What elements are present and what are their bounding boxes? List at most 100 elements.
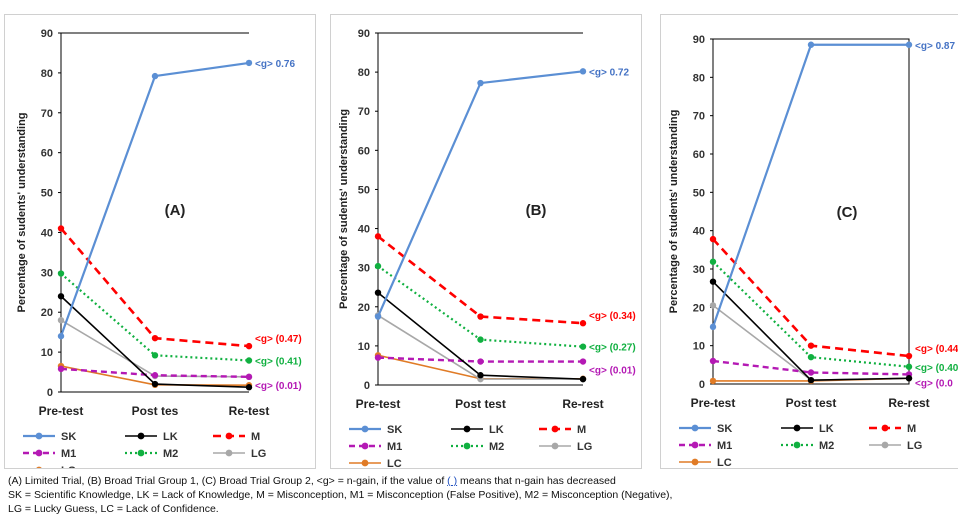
y-tick-label: 60: [358, 145, 370, 157]
data-point-lk: [905, 375, 913, 382]
chart-panel-a: 0 10 20 30 40 50 60 70 80 90 Percentage of sudents…: [4, 14, 316, 477]
gain-label-m2: <g> (0.27): [589, 343, 636, 354]
data-point-m2: [151, 352, 159, 359]
data-point-m2: [709, 258, 717, 265]
y-tick-label: 90: [358, 28, 370, 40]
legend-label-sk: SK: [61, 431, 76, 443]
legend-marker-m2: [137, 449, 145, 457]
legend-marker-m2: [793, 441, 801, 449]
gain-label-m2: <g> (0.40: [915, 363, 958, 374]
series-line-sk: [59, 61, 250, 337]
y-tick-label: 20: [693, 302, 705, 314]
legend-marker-m1: [691, 441, 699, 449]
caption-line-3: LG = Lucky Guess, LC = Lack of Confidenc…: [8, 503, 219, 515]
x-tick-label: Re-rest: [888, 396, 929, 410]
y-tick-label: 80: [693, 72, 705, 84]
series-line-sk: [711, 43, 909, 328]
data-point-sk: [807, 41, 815, 48]
series-line-m1: [712, 359, 910, 376]
legend-label-sk: SK: [717, 423, 732, 435]
data-point-sk: [374, 313, 382, 320]
series-line-m2: [712, 260, 910, 368]
chart-b-svg: 0 10 20 30 40 50 60 70 80 90 Percentage of sudents…: [338, 28, 636, 470]
legend-marker-lc: [35, 466, 43, 474]
legend-marker-m2: [463, 442, 471, 450]
data-point-m1: [57, 365, 65, 373]
legend-label-m2: M2: [489, 441, 504, 453]
chart-c-svg: 0 10 20 30 40 50 60 70 80 90 Percentage of student…: [668, 34, 958, 469]
data-point-m: [57, 225, 65, 232]
series-line-lg: [60, 319, 250, 378]
data-point-sk: [57, 332, 65, 340]
series-line-sk: [376, 70, 584, 317]
chart-a-svg: 0 10 20 30 40 50 60 70 80 90 Percentage of sudents…: [16, 28, 302, 477]
data-point-sk: [245, 59, 253, 67]
data-point-lk: [245, 384, 253, 391]
legend-marker-m: [225, 432, 233, 440]
data-point-lc: [709, 377, 717, 385]
y-tick-label: 40: [358, 224, 370, 236]
y-tick-label: 10: [41, 347, 53, 359]
data-point-m: [245, 342, 253, 350]
legend-marker-lc: [361, 459, 369, 467]
legend-label-m1: M1: [61, 448, 76, 460]
data-point-sk: [709, 323, 717, 331]
chart-panel-c: 0 10 20 30 40 50 60 70 80 90 Percentage of student…: [660, 14, 958, 469]
y-tick-label: 70: [358, 106, 370, 118]
data-point-m1: [477, 358, 484, 365]
legend-marker-sk: [35, 432, 43, 440]
y-tick-label: 30: [693, 264, 705, 276]
data-point-sk: [579, 68, 587, 75]
data-point-lk: [57, 293, 65, 300]
legend-label-lc: LC: [387, 458, 402, 468]
series-line-lk: [712, 281, 910, 381]
data-point-m: [374, 233, 382, 240]
legend-marker-lk: [793, 424, 801, 432]
legend-label-lg: LG: [251, 448, 266, 460]
y-tick-label: 90: [693, 34, 705, 46]
data-point-sk: [905, 41, 913, 48]
gain-label-sk: <g> 0.76: [255, 59, 295, 70]
gain-label-sk: <g> 0.72: [589, 67, 629, 78]
caption-paren: ( ): [447, 475, 458, 487]
legend-marker-m1: [361, 442, 369, 450]
panel-label: (C): [837, 204, 858, 221]
y-tick-label: 40: [693, 226, 705, 238]
data-point-lk: [579, 375, 587, 383]
y-tick-label: 20: [358, 302, 370, 314]
panel-label: (B): [526, 202, 547, 219]
legend-label-m1: M1: [717, 440, 732, 452]
data-point-m: [151, 334, 159, 342]
data-point-sk: [477, 79, 484, 87]
legend-label-m: M: [251, 431, 260, 443]
y-axis-label: Percentage of students' understanding: [668, 110, 680, 314]
legend-label-m2: M2: [163, 448, 178, 460]
legend-label-lk: LK: [819, 423, 834, 435]
data-point-m1: [579, 358, 587, 365]
series-line-m: [712, 238, 910, 358]
gain-label-m1: <g> (0.0: [915, 378, 953, 389]
y-tick-label: 10: [358, 341, 370, 353]
legend-marker-lg: [881, 441, 889, 449]
gain-label-m1: <g> (0.01): [255, 381, 302, 392]
x-tick-label: Post test: [786, 396, 837, 410]
legend-label-sk: SK: [387, 424, 402, 436]
data-point-m1: [709, 357, 717, 365]
caption-line-1-end: means that n-gain has decreased: [457, 475, 616, 487]
data-point-m2: [905, 363, 913, 370]
figure-caption: (A) Limited Trial, (B) Broad Trial Group…: [8, 474, 953, 516]
legend-label-lc: LC: [717, 457, 732, 468]
gain-label-m2: <g> (0.41): [255, 356, 302, 367]
data-point-m2: [374, 262, 382, 270]
x-tick-label: Post test: [455, 397, 506, 411]
legend-label-lg: LG: [907, 440, 922, 452]
data-point-m1: [245, 373, 253, 381]
data-point-lk: [477, 372, 484, 379]
caption-line-1: (A) Limited Trial, (B) Broad Trial Group…: [8, 474, 953, 488]
data-point-m1: [374, 354, 382, 361]
legend-label-m: M: [577, 424, 586, 436]
legend-label-m1: M1: [387, 441, 402, 453]
legend-marker-sk: [361, 425, 369, 433]
data-point-lk: [151, 380, 159, 388]
legend-label-m: M: [907, 423, 916, 435]
